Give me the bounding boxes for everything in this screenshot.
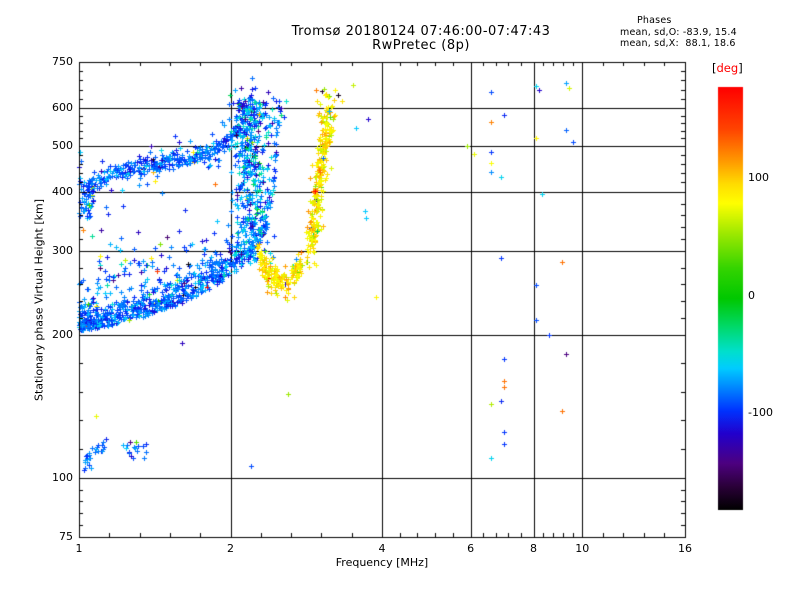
x-axis-label: Frequency [MHz] [335, 556, 429, 569]
x-tick-label: 8 [530, 542, 537, 555]
x-tick-label: 2 [227, 542, 234, 555]
phase-stats-annotation: Phases mean, sd,O: -83.9, 15.4 mean, sd,… [620, 15, 780, 50]
x-tick-label: 10 [575, 542, 590, 555]
y-tick-label: 200 [52, 327, 73, 341]
y-tick-label: 100 [52, 470, 73, 484]
y-tick-label: 300 [52, 244, 73, 258]
x-tick-label: 4 [378, 542, 386, 555]
colorbar-unit-text: deg [716, 61, 739, 75]
colorbar-tick-label: 0 [748, 288, 755, 302]
colorbar-unit-label: [deg] [712, 61, 772, 75]
y-tick-label: 400 [52, 184, 73, 198]
phase-stats-header: Phases [637, 15, 672, 26]
x-tick-label: 16 [678, 542, 692, 555]
x-tick-label: 6 [467, 542, 475, 555]
x-tick-label: 1 [75, 542, 83, 555]
phase-stats-x-mode: mean, sd,X: 88.1, 18.6 [620, 38, 736, 49]
colorbar-unit-bracket-right: ] [738, 61, 743, 75]
y-tick-label: 750 [52, 55, 73, 68]
y-tick-label: 500 [52, 138, 73, 152]
page-title: Tromsø 20180124 07:46:00-07:47:43 [291, 24, 551, 39]
y-axis-label: Stationary phase Virtual Height [km] [32, 198, 46, 402]
colorbar-tick-label: 100 [748, 171, 769, 184]
phase-stats-o-mode: mean, sd,O: -83.9, 15.4 [620, 26, 737, 38]
y-tick-label: 75 [59, 530, 73, 543]
colorbar-unit-bracket-left: [ [712, 61, 717, 75]
colorbar-tick-label: -100 [748, 406, 773, 419]
y-tick-label: 600 [52, 101, 73, 115]
page-subtitle: RwPretec (8p) [372, 38, 470, 53]
